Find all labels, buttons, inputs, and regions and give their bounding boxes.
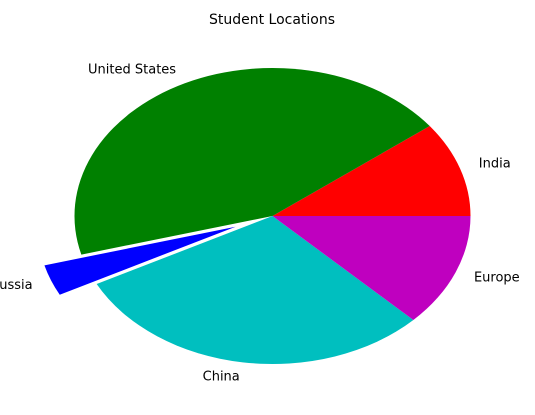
pie-label-russia: Russia (0, 278, 33, 293)
pie-label-china: China (203, 369, 240, 384)
chart-title: Student Locations (209, 12, 335, 28)
pie-slice-russia (44, 226, 236, 295)
pie-slice-europe (272, 216, 471, 320)
pie-slice-india (272, 126, 471, 216)
pie-label-india: India (479, 156, 511, 171)
pie-labels: India United States Russia China Europe (0, 63, 520, 385)
pie-slices (44, 68, 471, 364)
pie-label-europe: Europe (474, 270, 520, 285)
pie-slice-united-states (74, 68, 430, 255)
pie-slice-china (96, 216, 414, 364)
pie-label-united-states: United States (88, 63, 176, 78)
